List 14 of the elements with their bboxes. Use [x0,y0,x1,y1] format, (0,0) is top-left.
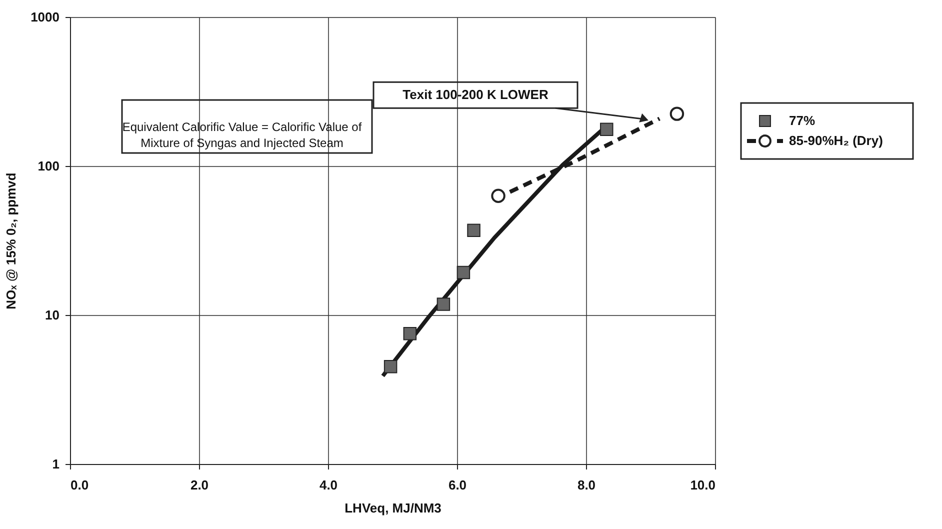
legend-label: 85-90%H₂ (Dry) [789,133,883,148]
y-axis-title: NOₓ @ 15% 0₂, ppmvd [4,172,19,310]
x-tick-label: 10.0 [690,478,716,492]
x-tick-label: 0.0 [70,478,89,492]
y-tick-label: 100 [38,158,60,174]
x-tick-label: 2.0 [190,478,209,492]
x-tick-label: 6.0 [448,478,467,492]
x-tick-label: 4.0 [319,478,338,492]
x-axis-title: LHVeq, MJ/NM3 [344,500,442,516]
y-tick-label: 1 [52,456,60,472]
y-tick-label: 10 [45,308,60,322]
y-tick-label: 1000 [30,10,60,24]
x-tick-label: 8.0 [577,478,596,492]
legend-label: 77% [789,113,816,128]
